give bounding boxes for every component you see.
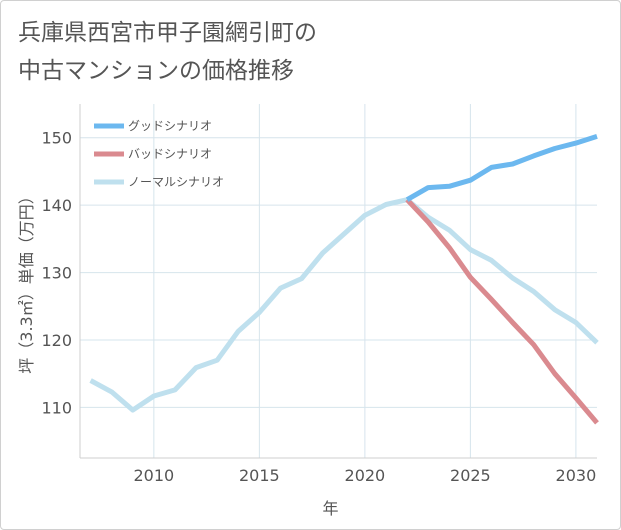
chart-title: 兵庫県西宮市甲子園網引町の 中古マンションの価格推移 [18,14,317,90]
y-axis-label: 坪（3.3㎡）単価（万円） [17,188,36,373]
series-line-2 [405,197,599,425]
x-tick-label: 2020 [345,466,386,485]
y-tick-label: 110 [41,398,72,417]
plot-area [79,104,597,459]
x-tick-label: 2015 [239,466,280,485]
series-line-3 [89,197,599,413]
x-axis-ticks: 2010 2015 2020 2025 2030 [133,466,596,485]
series-lines [89,134,599,425]
legend-label: グッドシナリオ [128,119,212,133]
chart-title-line-2: 中古マンションの価格推移 [18,58,294,84]
y-tick-label: 120 [41,331,72,350]
x-tick-label: 2030 [556,466,597,485]
y-axis-ticks: 110 120 130 140 150 [41,129,72,418]
y-tick-label: 140 [41,196,72,215]
x-tick-label: 2010 [133,466,174,485]
chart-title-line-1: 兵庫県西宮市甲子園網引町の [18,20,317,46]
series-line-1 [405,134,598,202]
legend-label: バッドシナリオ [128,147,212,161]
legend-label: ノーマルシナリオ [128,175,224,189]
x-tick-label: 2025 [450,466,491,485]
y-tick-label: 130 [41,264,72,283]
y-tick-label: 150 [41,129,72,148]
x-axis-label: 年 [322,499,338,518]
